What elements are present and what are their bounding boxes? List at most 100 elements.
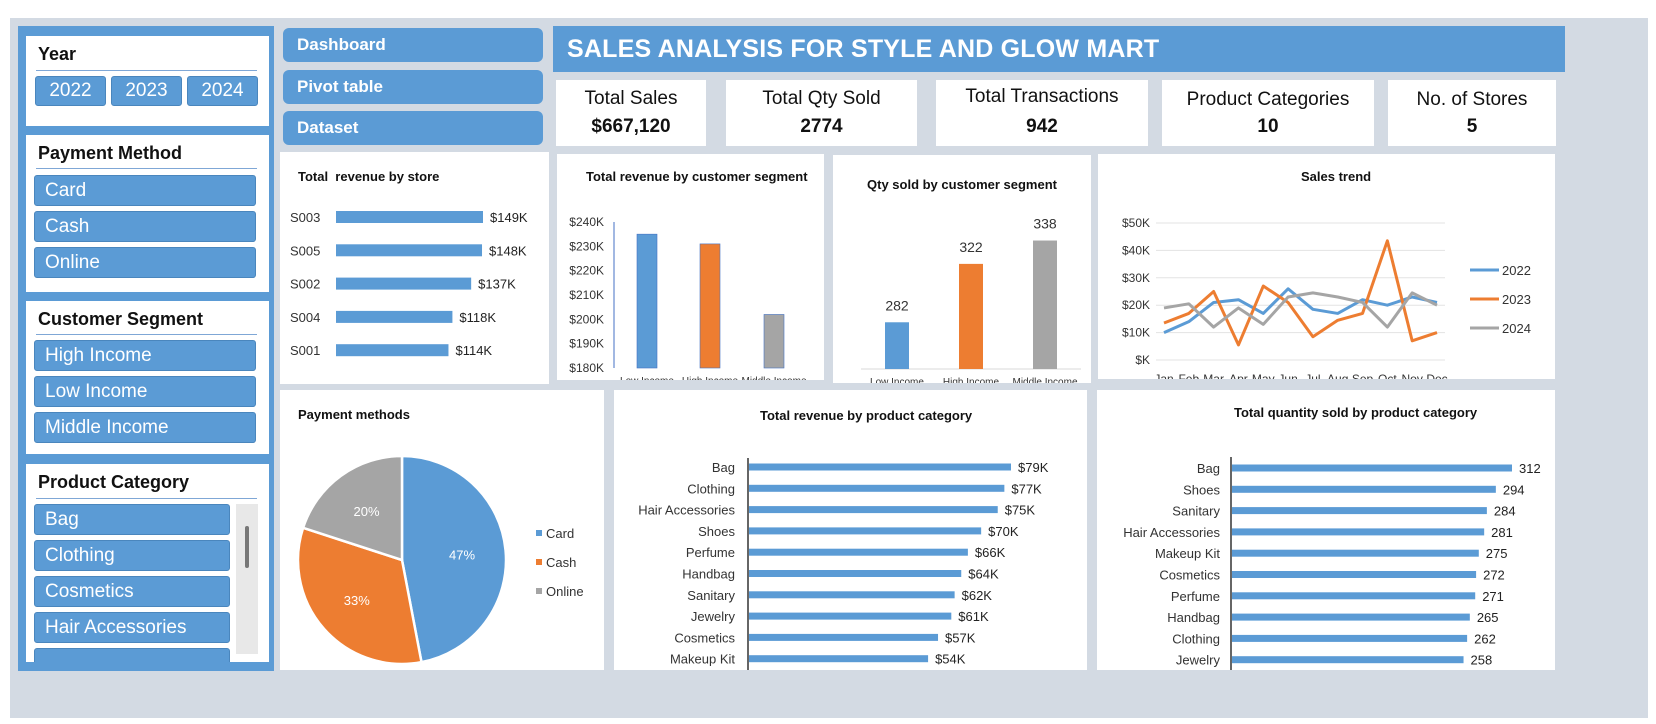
- category-label: Bag: [1197, 461, 1220, 476]
- payment-cash-button[interactable]: Cash: [34, 211, 256, 242]
- category-scrollbar[interactable]: [236, 504, 258, 654]
- x-tick-label: Mar: [1203, 372, 1224, 379]
- data-label: 47%: [449, 547, 475, 562]
- bar: [336, 211, 483, 223]
- data-label: 284: [1494, 504, 1516, 519]
- sales-trend-card: Sales trend $K $10K $20K $30K $40K $50K Jan Feb…: [1098, 154, 1555, 379]
- year-2022-button[interactable]: 2022: [35, 76, 106, 106]
- bar: [749, 484, 1005, 492]
- bar: [749, 655, 929, 663]
- category-label: Makeup Kit: [670, 652, 735, 667]
- x-tick-label: Middle Income: [741, 376, 806, 380]
- y-tick-label: $220K: [569, 264, 604, 278]
- bar: [749, 633, 939, 641]
- category-label: Jewelry: [691, 609, 736, 624]
- data-label: 20%: [354, 504, 380, 519]
- revenue-by-store-chart: S003 $149K S005 $148K S002 $137K S004 $118K S001…: [290, 210, 528, 358]
- pie-slice-cash: [296, 526, 423, 666]
- revenue-by-category-card: Total revenue by product category Bag $79…: [614, 390, 1087, 670]
- year-2024-button[interactable]: 2024: [187, 76, 258, 106]
- data-label: 258: [1471, 653, 1493, 668]
- data-label: 338: [1033, 216, 1057, 232]
- data-label: $149K: [490, 210, 528, 225]
- x-tick-label: Feb: [1178, 372, 1199, 379]
- category-label: Hair Accessories: [638, 503, 735, 518]
- chart-title: Total quantity sold by product category: [1234, 405, 1478, 420]
- data-label: 271: [1482, 589, 1504, 604]
- qty-by-segment-card: Qty sold by customer segment 282 Low Inco…: [833, 155, 1091, 383]
- dashboard-canvas: Year 2022 2023 2024 Payment Method Card …: [10, 18, 1648, 718]
- bar: [749, 527, 982, 535]
- payment-online-button[interactable]: Online: [34, 247, 256, 278]
- y-tick-label: $210K: [569, 288, 604, 302]
- bar: [699, 243, 721, 369]
- y-tick-label: $50K: [1122, 216, 1150, 230]
- category-label: Handbag: [1167, 610, 1220, 625]
- bar: [749, 506, 998, 514]
- qty-by-category-chart: Bag 312 Shoes 294 Sanitary 284 Hair Accessorie…: [1123, 457, 1541, 670]
- year-2023-button[interactable]: 2023: [111, 76, 182, 106]
- nav-dataset-button[interactable]: Dataset: [283, 111, 543, 145]
- data-label: $79K: [1018, 460, 1049, 475]
- data-label: $70K: [988, 524, 1019, 539]
- x-tick-label: Low Income: [620, 376, 674, 380]
- kpi-label: Total Sales: [584, 88, 678, 109]
- kpi-label: Total Transactions: [965, 86, 1119, 107]
- x-tick-label: Nov: [1402, 372, 1423, 379]
- kpi-total-qty-sold: Total Qty Sold 2774: [726, 80, 917, 146]
- divider: [36, 498, 257, 499]
- category-bag-button[interactable]: Bag: [34, 504, 230, 535]
- payment-card-button[interactable]: Card: [34, 175, 256, 206]
- chart-title: Total revenue by store: [298, 169, 440, 184]
- x-tick-label: Jan: [1154, 372, 1173, 379]
- kpi-label: Product Categories: [1186, 89, 1350, 110]
- divider: [36, 70, 257, 71]
- x-tick-label: High Income: [682, 376, 739, 380]
- year-slicer: Year 2022 2023 2024: [26, 36, 269, 126]
- data-label: 281: [1491, 525, 1513, 540]
- x-tick-label: Aug: [1327, 372, 1348, 379]
- payment-slicer-title: Payment Method: [38, 143, 183, 163]
- data-label: 312: [1519, 461, 1541, 476]
- kpi-value: 942: [1026, 116, 1058, 137]
- y-tick-label: $40K: [1122, 243, 1150, 257]
- bar: [1232, 634, 1468, 642]
- data-label: 294: [1503, 482, 1525, 497]
- nav-pivot-table-button[interactable]: Pivot table: [283, 70, 543, 104]
- pie-slice-online: [301, 454, 404, 562]
- x-tick-label: May: [1252, 372, 1275, 379]
- legend-swatch: [536, 588, 542, 594]
- category-cosmetics-button[interactable]: Cosmetics: [34, 576, 230, 607]
- data-label: $57K: [945, 630, 976, 645]
- data-label: $66K: [975, 545, 1006, 560]
- product-category-slicer: Product Category Bag Clothing Cosmetics …: [26, 464, 269, 662]
- category-hair-accessories-button[interactable]: Hair Accessories: [34, 612, 230, 643]
- segment-slicer-title: Customer Segment: [38, 309, 204, 329]
- segment-high-income-button[interactable]: High Income: [34, 340, 256, 371]
- chart-title: Total revenue by customer segment: [586, 169, 808, 184]
- segment-middle-income-button[interactable]: Middle Income: [34, 412, 256, 443]
- x-tick-label: Middle Income: [1012, 377, 1077, 383]
- customer-segment-slicer: Customer Segment High Income Low Income …: [26, 301, 269, 454]
- page-title: SALES ANALYSIS FOR STYLE AND GLOW MART: [553, 26, 1565, 72]
- data-label: $114K: [455, 343, 492, 358]
- scrollbar-thumb[interactable]: [245, 526, 249, 568]
- data-label: $148K: [489, 243, 527, 258]
- bar: [749, 612, 952, 620]
- y-tick-label: $20K: [1122, 298, 1150, 312]
- x-tick-label: Jun: [1278, 372, 1297, 379]
- segment-low-income-button[interactable]: Low Income: [34, 376, 256, 407]
- series-line-2023: [1163, 239, 1438, 347]
- payment-method-slicer: Payment Method Card Cash Online: [26, 135, 269, 292]
- category-next-button[interactable]: [34, 648, 230, 662]
- kpi-value: 2774: [800, 116, 843, 137]
- category-label: Handbag: [682, 567, 735, 582]
- x-tick-label: Apr: [1229, 372, 1248, 379]
- bar: [1232, 613, 1470, 621]
- bar: [1232, 485, 1496, 493]
- bar: [1232, 464, 1512, 472]
- nav-dashboard-button[interactable]: Dashboard: [283, 28, 543, 62]
- data-label: $61K: [958, 609, 989, 624]
- category-clothing-button[interactable]: Clothing: [34, 540, 230, 571]
- data-label: 282: [885, 297, 909, 313]
